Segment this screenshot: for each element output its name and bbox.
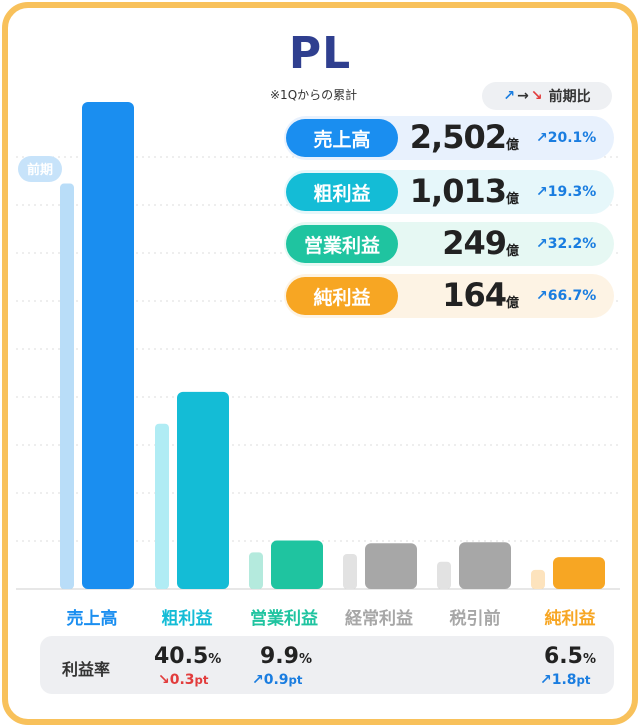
category-label-ordinary: 経常利益 [345,609,413,629]
margin-value-gross-num: 40.5 [154,644,209,669]
margin-change-net-unit: pt [576,673,591,687]
bar-prev-sales [60,183,74,589]
category-label-pretax: 税引前 [449,609,501,629]
summary-unit-operating: 億 [506,244,520,259]
margin-value-gross: 40.5% [154,644,221,669]
summary-label-net: 純利益 [286,277,398,315]
summary-change-operating: ↗32.2% [536,236,597,252]
margin-change-operating-unit: pt [288,673,303,687]
summary-row-sales: 売上高 2,502 億 ↗20.1% [284,116,614,160]
summary-value-sales: 2,502 [409,118,507,156]
category-label-gross: 粗利益 [161,609,213,629]
bar-prev-ordinary [343,553,357,589]
summary-unit-gross: 億 [506,192,520,207]
summary-unit-sales: 億 [506,138,520,153]
bar-current-gross [177,391,229,589]
margin-change-gross-num: ↘0.3 [158,672,195,688]
summary-label-operating: 営業利益 [286,225,398,263]
summary-change-sales: ↗20.1% [536,130,597,146]
yoy-legend: ↗ → ↘ 前期比 [482,82,612,110]
bar-current-operating [271,540,323,589]
up-arrow-icon: ↗ [503,88,516,104]
chart-subtitle: ※1Qからの累計 [270,88,358,102]
summary-value-operating: 249 [442,224,507,262]
right-arrow-icon: → [517,88,529,104]
bar-current-pretax [459,542,511,589]
summary-change-net: ↗66.7% [536,288,597,304]
margin-unit-operating: % [298,652,313,667]
bar-prev-pretax [437,561,451,589]
margin-unit-net: % [582,652,597,667]
margin-panel [40,636,614,694]
margin-change-net-num: ↗1.8 [540,672,577,688]
margin-change-operating: ↗0.9pt [252,672,302,688]
bar-current-sales [82,102,134,589]
margin-unit-gross: % [208,652,222,667]
margin-value-operating-num: 9.9 [260,644,299,669]
bar-current-net [553,557,605,589]
yoy-legend-label: 前期比 [548,89,591,105]
summary-unit-net: 億 [506,296,520,311]
prev-period-label: 前期 [27,162,53,178]
summary-value-gross: 1,013 [409,172,507,210]
margin-change-gross-unit: pt [194,673,209,687]
category-label-net: 純利益 [544,609,596,629]
summary-value-net: 164 [442,276,507,314]
bar-prev-gross [155,423,169,589]
margin-change-gross: ↘0.3pt [158,672,208,688]
category-label-operating: 営業利益 [250,609,318,629]
bar-prev-operating [249,552,263,589]
summary-label-sales: 売上高 [286,119,398,157]
summary-row-net: 純利益 164 億 ↗66.7% [284,274,614,318]
bar-prev-net [531,569,545,589]
prev-period-badge [18,156,62,182]
margin-change-operating-num: ↗0.9 [252,672,289,688]
margin-value-operating: 9.9% [260,644,312,669]
bar-current-ordinary [365,543,417,589]
summary-label-gross: 粗利益 [286,173,398,211]
margin-value-net: 6.5% [544,644,596,669]
summary-change-gross: ↗19.3% [536,184,597,200]
margin-change-net: ↗1.8pt [540,672,590,688]
chart-title: PL [288,28,352,79]
down-arrow-icon: ↘ [530,88,543,104]
summary-row-operating: 営業利益 249 億 ↗32.2% [284,222,614,266]
summary-row-gross: 粗利益 1,013 億 ↗19.3% [284,170,614,214]
margin-title: 利益率 [62,660,111,679]
margin-value-net-num: 6.5 [544,644,583,669]
category-label-sales: 売上高 [66,609,118,629]
